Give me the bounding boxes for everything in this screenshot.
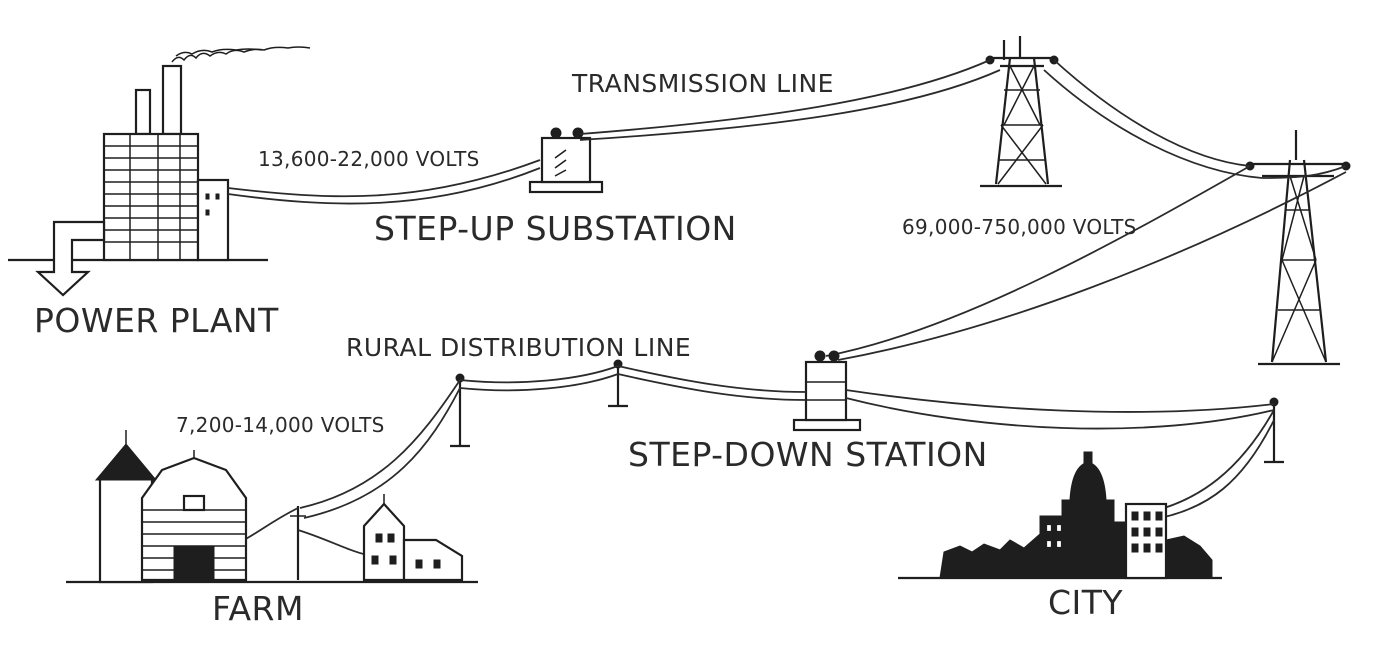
generation-feeder-wires [227, 159, 541, 205]
distribution-wires [243, 365, 1275, 557]
farm-label: FARM [212, 589, 304, 628]
step-down-station-illustration [792, 350, 862, 432]
transmission-line-label: TRANSMISSION LINE [571, 69, 834, 98]
farm-illustration [66, 430, 478, 584]
step-up-substation-label: STEP-UP SUBSTATION [374, 209, 737, 248]
transmission-voltage-label: 69,000-750,000 VOLTS [902, 215, 1137, 239]
transmission-tower-1 [980, 36, 1062, 188]
power-plant-illustration [8, 46, 311, 297]
city-label: CITY [1048, 583, 1123, 622]
distribution-voltage-label: 7,200-14,000 VOLTS [176, 413, 385, 437]
transmission-wires [579, 59, 1347, 361]
city-illustration [898, 451, 1222, 580]
transmission-tower-2 [1245, 130, 1351, 366]
distribution-poles [290, 359, 1284, 580]
rural-distribution-line-label: RURAL DISTRIBUTION LINE [346, 333, 691, 362]
power-plant-label: POWER PLANT [34, 301, 279, 340]
generation-voltage-label: 13,600-22,000 VOLTS [258, 147, 480, 171]
step-up-substation-illustration [528, 127, 604, 194]
step-down-station-label: STEP-DOWN STATION [628, 435, 988, 474]
